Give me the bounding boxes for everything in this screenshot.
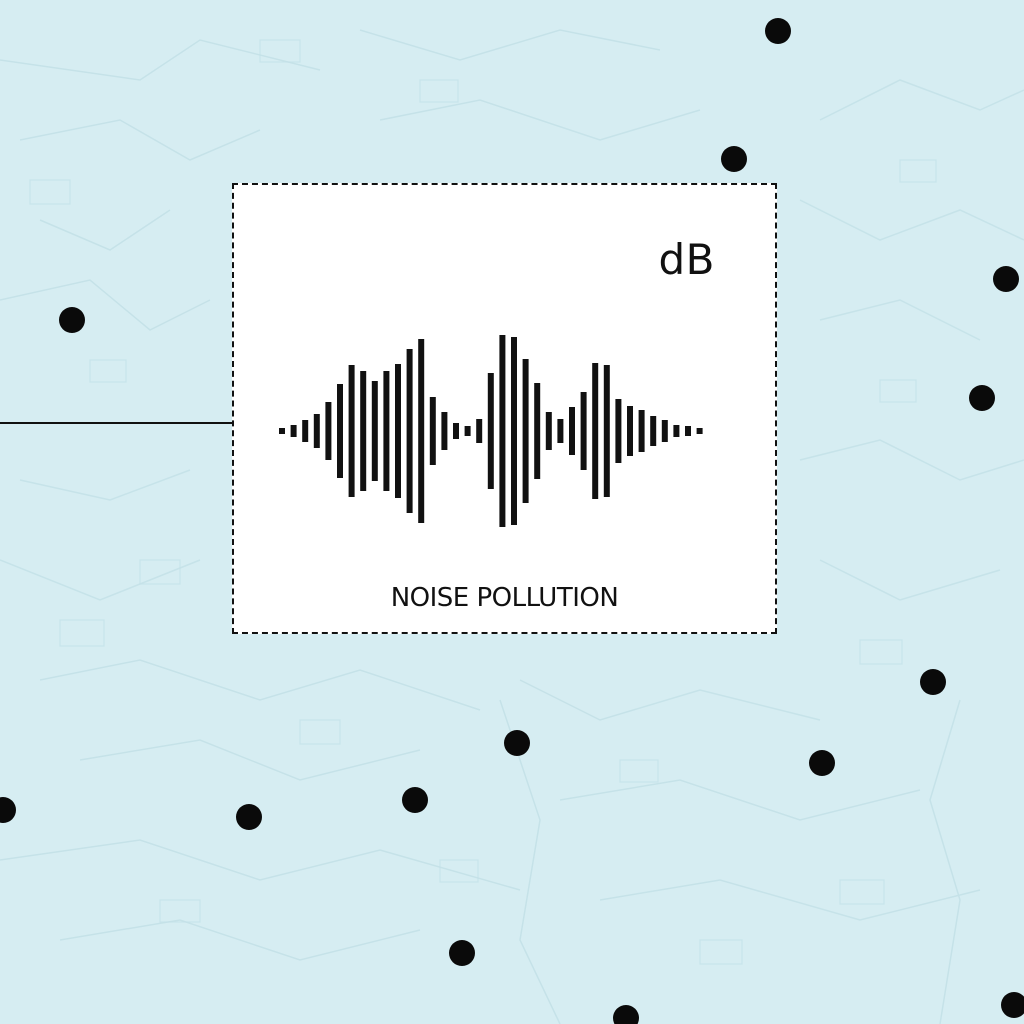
wave-bar [603, 365, 610, 497]
wave-bar [627, 406, 633, 456]
wave-bar [418, 339, 425, 523]
map-marker[interactable] [449, 940, 475, 966]
wave-bar [360, 371, 367, 491]
wave-bar [487, 373, 494, 489]
wave-bar [592, 363, 599, 499]
wave-bar [429, 397, 436, 465]
wave-bar [302, 420, 309, 442]
map-marker[interactable] [402, 787, 428, 813]
wave-bar [615, 399, 622, 463]
wave-bar [464, 426, 471, 436]
wave-bar [696, 428, 703, 434]
wave-bar [337, 384, 343, 478]
wave-bar [441, 412, 448, 450]
wave-bar [534, 383, 541, 479]
map-marker[interactable] [1001, 992, 1024, 1018]
wave-bar [476, 419, 483, 443]
wave-bar [406, 349, 413, 513]
decibel-unit-label: dB [658, 235, 715, 284]
wave-bar [279, 428, 285, 434]
panel-caption: NOISE POLLUTION [390, 583, 619, 613]
map-marker[interactable] [809, 750, 835, 776]
map-marker[interactable] [613, 1005, 639, 1024]
wave-bar [290, 425, 297, 437]
map-marker[interactable] [59, 307, 85, 333]
wave-bar [313, 414, 320, 448]
map-marker[interactable] [721, 146, 747, 172]
wave-bar [557, 419, 564, 443]
wave-bar [650, 416, 657, 446]
wave-bar [685, 426, 691, 436]
map-marker[interactable] [920, 669, 946, 695]
wave-bar [673, 425, 680, 437]
wave-bar [661, 420, 668, 442]
wave-bar [325, 402, 332, 460]
wave-bar [348, 365, 355, 497]
map-marker[interactable] [993, 266, 1019, 292]
sound-wave-icon [279, 335, 703, 527]
map-marker[interactable] [765, 18, 791, 44]
map-marker[interactable] [504, 730, 530, 756]
wave-bar [453, 423, 459, 439]
map-marker[interactable] [0, 797, 16, 823]
wave-bar [371, 381, 378, 481]
noise-info-panel[interactable]: dB NOISE POLLUTION [232, 183, 777, 634]
wave-bar [511, 337, 517, 525]
wave-bar [522, 359, 529, 503]
wave-bar [638, 410, 645, 452]
wave-bar [580, 392, 587, 470]
wave-bar [545, 412, 552, 450]
wave-bar [383, 371, 390, 491]
wave-bar [395, 364, 401, 498]
map-marker[interactable] [236, 804, 262, 830]
map-marker[interactable] [969, 385, 995, 411]
wave-bar [499, 335, 506, 527]
wave-bar [569, 407, 575, 455]
